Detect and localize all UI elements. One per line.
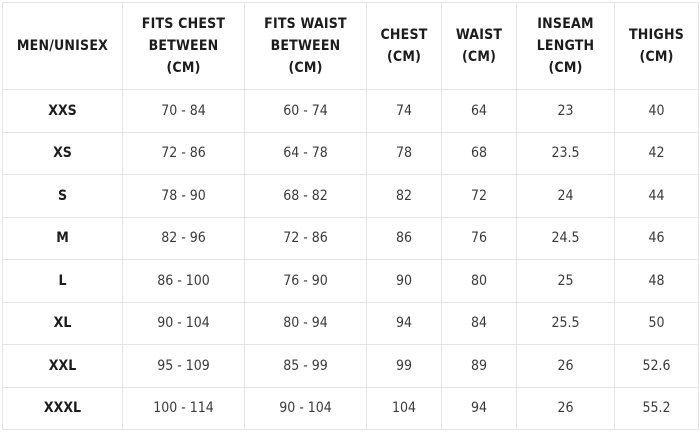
- inseam-cell: 24.5: [516, 216, 615, 260]
- chest-cell: 90: [366, 259, 442, 303]
- thighs-cell: 50: [614, 301, 699, 345]
- size-chart-table: MEN/UNISEX FITS CHEST BETWEEN (CM) FITS …: [2, 2, 699, 430]
- fits-chest-cell: 70 - 84: [122, 89, 245, 133]
- waist-cell: 76: [441, 216, 517, 260]
- header-line: (CM): [166, 60, 201, 76]
- chest-cell: 82: [366, 174, 442, 218]
- thighs-cell: 48: [614, 259, 699, 303]
- table-row: XS 72 - 86 64 - 78 78 68 23.5 42: [2, 131, 699, 175]
- thighs-cell: 40: [614, 89, 699, 133]
- waist-cell: 84: [441, 301, 517, 345]
- chest-cell: 78: [366, 131, 442, 175]
- header-men-unisex: MEN/UNISEX: [2, 2, 123, 90]
- header-line: LENGTH: [536, 38, 595, 54]
- fits-waist-cell: 68 - 82: [244, 174, 367, 218]
- fits-waist-cell: 90 - 104: [244, 386, 367, 430]
- fits-chest-cell: 78 - 90: [122, 174, 245, 218]
- thighs-cell: 55.2: [614, 386, 699, 430]
- waist-cell: 89: [441, 344, 517, 388]
- header-line: FITS CHEST: [141, 16, 226, 32]
- header-chest: CHEST (CM): [366, 2, 442, 90]
- size-label: XXXL: [2, 386, 123, 430]
- header-thighs: THIGHS (CM): [614, 2, 699, 90]
- header-row: MEN/UNISEX FITS CHEST BETWEEN (CM) FITS …: [2, 2, 699, 90]
- waist-cell: 94: [441, 386, 517, 430]
- header-line: BETWEEN: [270, 38, 341, 54]
- inseam-cell: 23: [516, 89, 615, 133]
- inseam-cell: 24: [516, 174, 615, 218]
- header-line: (CM): [548, 60, 583, 76]
- header-line: MEN/UNISEX: [16, 38, 109, 54]
- fits-waist-cell: 80 - 94: [244, 301, 367, 345]
- header-line: (CM): [386, 49, 422, 65]
- inseam-cell: 25: [516, 259, 615, 303]
- chest-cell: 99: [366, 344, 442, 388]
- fits-chest-cell: 95 - 109: [122, 344, 245, 388]
- chest-cell: 86: [366, 216, 442, 260]
- table-row: XXS 70 - 84 60 - 74 74 64 23 40: [2, 89, 699, 133]
- fits-chest-cell: 100 - 114: [122, 386, 245, 430]
- chest-cell: 104: [366, 386, 442, 430]
- fits-waist-cell: 85 - 99: [244, 344, 367, 388]
- fits-waist-cell: 60 - 74: [244, 89, 367, 133]
- size-label: XXL: [2, 344, 123, 388]
- table-row: XXXL 100 - 114 90 - 104 104 94 26 55.2: [2, 386, 699, 430]
- fits-waist-cell: 72 - 86: [244, 216, 367, 260]
- inseam-cell: 23.5: [516, 131, 615, 175]
- size-label: L: [2, 259, 123, 303]
- header-line: (CM): [288, 60, 323, 76]
- size-label: XXS: [2, 89, 123, 133]
- size-chart-body: XXS 70 - 84 60 - 74 74 64 23 40 XS 72 - …: [2, 89, 699, 430]
- table-row: L 86 - 100 76 - 90 90 80 25 48: [2, 259, 699, 303]
- size-label: M: [2, 216, 123, 260]
- thighs-cell: 44: [614, 174, 699, 218]
- size-chart-header: MEN/UNISEX FITS CHEST BETWEEN (CM) FITS …: [2, 2, 699, 90]
- header-waist: WAIST (CM): [441, 2, 517, 90]
- size-label: S: [2, 174, 123, 218]
- size-label: XL: [2, 301, 123, 345]
- header-line: WAIST: [455, 27, 503, 43]
- size-label: XS: [2, 131, 123, 175]
- header-line: (CM): [639, 49, 674, 65]
- fits-chest-cell: 72 - 86: [122, 131, 245, 175]
- inseam-cell: 26: [516, 344, 615, 388]
- table-row: XL 90 - 104 80 - 94 94 84 25.5 50: [2, 301, 699, 345]
- thighs-cell: 46: [614, 216, 699, 260]
- waist-cell: 68: [441, 131, 517, 175]
- fits-chest-cell: 82 - 96: [122, 216, 245, 260]
- header-line: THIGHS: [629, 27, 684, 43]
- table-row: XXL 95 - 109 85 - 99 99 89 26 52.6: [2, 344, 699, 388]
- fits-waist-cell: 64 - 78: [244, 131, 367, 175]
- table-row: S 78 - 90 68 - 82 82 72 24 44: [2, 174, 699, 218]
- chest-cell: 74: [366, 89, 442, 133]
- header-line: CHEST: [380, 27, 428, 43]
- header-inseam-length: INSEAM LENGTH (CM): [516, 2, 615, 90]
- thighs-cell: 42: [614, 131, 699, 175]
- inseam-cell: 26: [516, 386, 615, 430]
- header-line: FITS WAIST: [264, 16, 347, 32]
- chest-cell: 94: [366, 301, 442, 345]
- waist-cell: 72: [441, 174, 517, 218]
- header-line: INSEAM: [537, 16, 594, 32]
- thighs-cell: 52.6: [614, 344, 699, 388]
- header-fits-chest-between: FITS CHEST BETWEEN (CM): [122, 2, 245, 90]
- inseam-cell: 25.5: [516, 301, 615, 345]
- fits-waist-cell: 76 - 90: [244, 259, 367, 303]
- header-fits-waist-between: FITS WAIST BETWEEN (CM): [244, 2, 367, 90]
- header-line: (CM): [461, 49, 497, 65]
- fits-chest-cell: 86 - 100: [122, 259, 245, 303]
- table-row: M 82 - 96 72 - 86 86 76 24.5 46: [2, 216, 699, 260]
- waist-cell: 64: [441, 89, 517, 133]
- fits-chest-cell: 90 - 104: [122, 301, 245, 345]
- waist-cell: 80: [441, 259, 517, 303]
- header-line: BETWEEN: [148, 38, 219, 54]
